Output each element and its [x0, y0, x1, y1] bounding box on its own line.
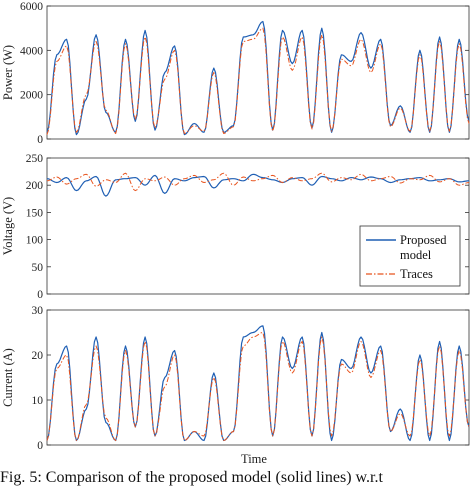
voltage-ytick-label: 50 — [32, 262, 44, 274]
voltage-ylabel: Voltage (V) — [1, 197, 15, 255]
legend-box — [359, 225, 461, 287]
legend-label-proposed-line2: model — [400, 248, 432, 262]
current-series-traces-line — [46, 332, 470, 441]
power-subplot: 0 2000 4000 6000 Power (W) — [1, 1, 470, 146]
current-ytick-label: 20 — [32, 350, 44, 362]
voltage-ytick-label: 200 — [26, 180, 44, 192]
current-axes-frame — [46, 309, 470, 446]
legend: Proposed model Traces — [359, 225, 461, 287]
voltage-ytick-label: 250 — [26, 153, 44, 165]
voltage-axes-frame — [46, 157, 470, 295]
power-ytick-label: 6000 — [20, 1, 43, 13]
current-ytick-label: 10 — [32, 395, 44, 407]
voltage-ytick-label: 150 — [26, 207, 44, 219]
figure-caption: Fig. 5: Comparison of the proposed model… — [0, 469, 383, 486]
voltage-subplot: 0 50 100 150 200 250 Voltage (V) — [1, 153, 470, 301]
legend-label-proposed-line1: Proposed — [400, 233, 447, 247]
current-subplot: 0 10 20 30 Current (A) Time — [1, 305, 470, 466]
power-ytick-label: 2000 — [20, 90, 43, 102]
current-xlabel: Time — [241, 452, 267, 466]
power-ytick-label: 4000 — [20, 45, 43, 57]
power-ytick-label: 0 — [37, 134, 43, 146]
legend-label-traces: Traces — [400, 267, 433, 281]
power-axes-frame — [46, 5, 470, 140]
current-ytick-label: 0 — [37, 440, 43, 452]
power-series-traces-line — [46, 27, 470, 135]
voltage-series-traces-line — [46, 172, 470, 192]
current-ylabel: Current (A) — [1, 348, 15, 407]
current-series-proposed-model-line — [46, 325, 470, 442]
power-series-proposed-model-line — [46, 20, 470, 136]
voltage-ytick-label: 0 — [37, 289, 43, 301]
voltage-series-proposed-model-line — [46, 173, 470, 197]
power-ylabel: Power (W) — [1, 45, 15, 100]
current-ytick-label: 30 — [32, 305, 44, 317]
voltage-ytick-label: 100 — [26, 235, 44, 247]
